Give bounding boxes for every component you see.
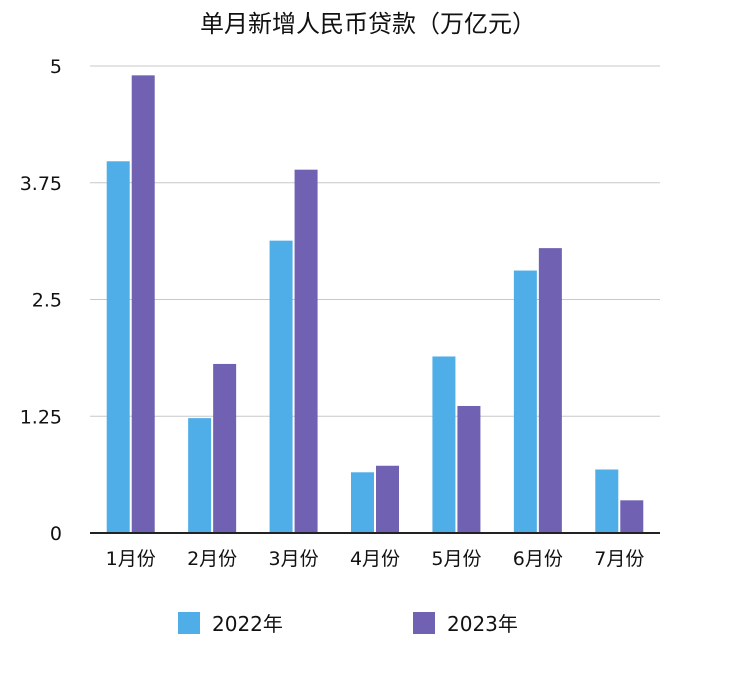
bar-series-1-3 — [269, 240, 293, 533]
y-axis-ticks: 0 1.25 2.5 3.75 5 — [20, 56, 62, 545]
bar-series-1-1 — [106, 161, 130, 533]
bar-series-1-2 — [188, 418, 212, 533]
y-tick-label: 3.75 — [20, 173, 62, 195]
bars — [106, 75, 644, 533]
bar-series-2-1 — [131, 75, 155, 533]
y-tick-label: 5 — [50, 56, 62, 78]
y-tick-label: 0 — [50, 523, 62, 545]
bar-series-1-4 — [351, 472, 374, 533]
gridlines — [90, 65, 660, 417]
bar-series-2-5 — [457, 405, 481, 533]
chart-title: 单月新增人民币贷款（万亿元） — [200, 10, 536, 38]
x-tick-label: 3月份 — [269, 548, 319, 570]
bar-series-2-3 — [294, 169, 318, 533]
legend-swatch — [178, 612, 200, 634]
bar-series-1-6 — [513, 270, 537, 533]
bar-series-1-7 — [595, 469, 619, 533]
x-tick-label: 6月份 — [513, 548, 563, 570]
x-tick-label: 4月份 — [350, 548, 400, 570]
legend-label: 2023年 — [447, 612, 518, 636]
bar-series-2-7 — [620, 500, 644, 533]
y-tick-label: 1.25 — [20, 406, 62, 428]
bar-series-2-2 — [213, 363, 237, 533]
x-tick-label: 2月份 — [187, 548, 237, 570]
legend: 2022年 2023年 — [178, 612, 518, 636]
legend-swatch — [413, 612, 435, 634]
x-tick-label: 5月份 — [431, 548, 481, 570]
bar-series-2-6 — [538, 248, 562, 533]
legend-label: 2022年 — [212, 612, 283, 636]
bar-series-1-5 — [432, 356, 456, 533]
x-tick-label: 7月份 — [594, 548, 644, 570]
x-axis-ticks: 1月份 2月份 3月份 4月份 5月份 6月份 7月份 — [106, 548, 645, 570]
x-tick-label: 1月份 — [106, 548, 156, 570]
y-tick-label: 2.5 — [32, 290, 62, 312]
bar-series-2-4 — [376, 465, 399, 533]
